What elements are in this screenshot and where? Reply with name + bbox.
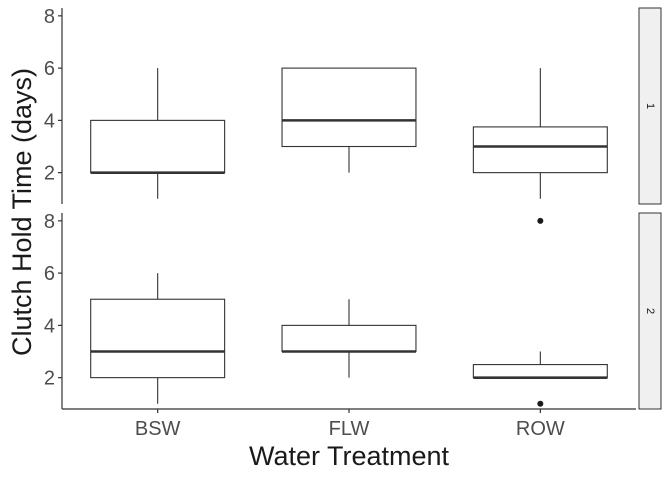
y-tick-label: 4 [44, 315, 55, 337]
iqr-box [472, 364, 608, 379]
facet-panel-1: 2 4 6 8 1 [44, 6, 662, 205]
iqr-box [472, 126, 608, 174]
outlier-point [537, 217, 544, 224]
iqr-box [90, 298, 226, 379]
x-tick-label: BSW [135, 418, 181, 440]
box-row [472, 68, 608, 199]
y-tick-label: 8 [44, 211, 55, 233]
x-axis-title: Water Treatment [249, 441, 450, 471]
box-flw [281, 299, 417, 378]
box-bsw [90, 68, 226, 199]
panels-layer: 2 4 6 8 1 2 4 6 8 2 [44, 6, 662, 410]
x-tick-label: FLW [329, 418, 370, 440]
y-axis-title: Clutch Hold Time (days) [7, 68, 37, 356]
y-tick-label: 2 [44, 368, 55, 390]
iqr-box [90, 119, 226, 174]
y-tick-label: 4 [44, 110, 55, 132]
iqr-box [281, 324, 417, 353]
facet-strip-label: 2 [644, 308, 656, 314]
y-tick-label: 6 [44, 58, 55, 80]
x-axis-ticks: BSW FLW ROW [135, 409, 565, 440]
iqr-box [281, 67, 417, 148]
box-row [472, 217, 608, 407]
box-flw [281, 67, 417, 173]
y-tick-label: 2 [44, 163, 55, 185]
facet-strip-label: 1 [644, 103, 656, 109]
y-tick-label: 6 [44, 263, 55, 285]
outlier-point [537, 400, 544, 407]
facet-strip [638, 7, 662, 205]
box-bsw [90, 273, 226, 404]
y-tick-label: 8 [44, 6, 55, 28]
x-tick-label: ROW [516, 418, 565, 440]
facet-strip [638, 212, 662, 410]
facet-panel-2: 2 4 6 8 2 [44, 211, 662, 410]
